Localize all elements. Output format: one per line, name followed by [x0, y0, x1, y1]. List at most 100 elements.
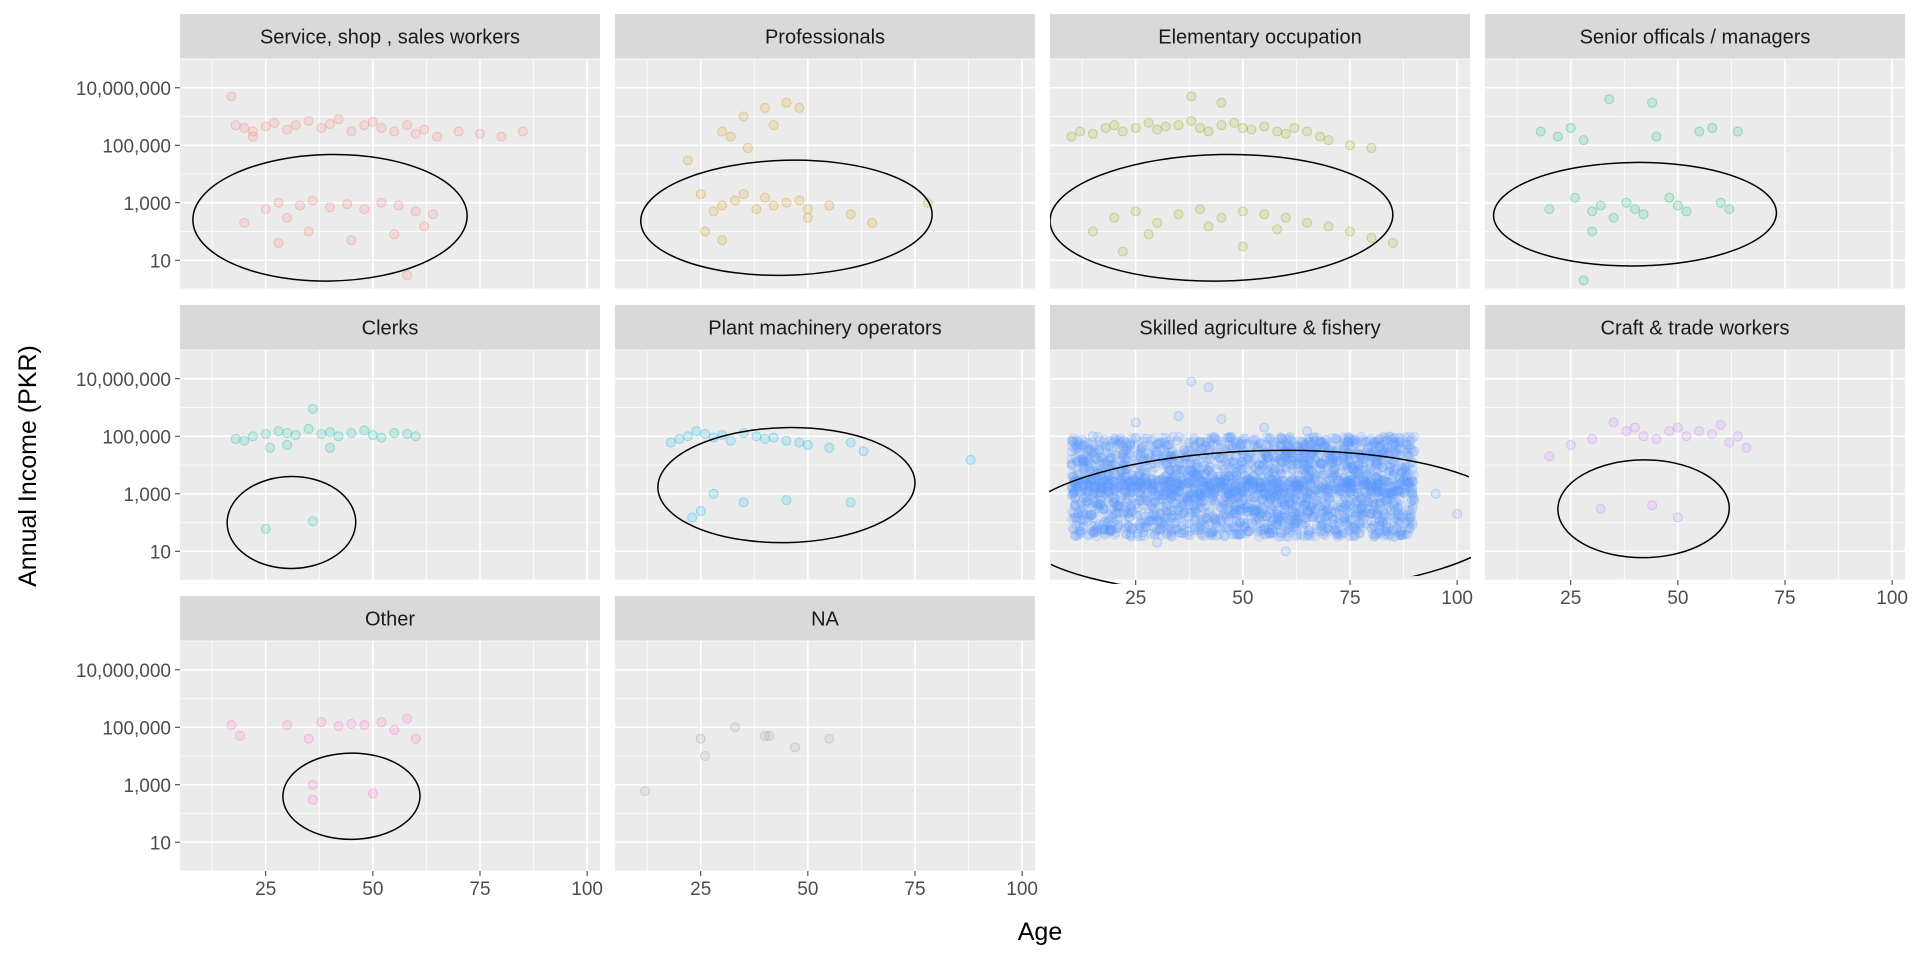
data-point [1132, 481, 1143, 492]
data-point [1096, 482, 1107, 493]
facet-strip [1050, 14, 1470, 59]
data-point [1136, 476, 1147, 487]
data-point [1165, 476, 1176, 487]
data-point [1268, 475, 1279, 486]
data-point [1286, 464, 1297, 475]
data-point [1283, 438, 1294, 449]
data-point [1143, 117, 1154, 128]
data-point [1382, 523, 1393, 534]
data-point [1177, 467, 1188, 478]
data-point [1228, 471, 1239, 482]
data-point [1354, 468, 1365, 479]
data-point [1173, 120, 1184, 131]
gridlines [1485, 58, 1905, 290]
data-point [1237, 464, 1248, 475]
data-point [1395, 433, 1406, 444]
data-point [1166, 525, 1177, 536]
data-point [1124, 448, 1135, 459]
data-point [1207, 530, 1218, 541]
data-point [1259, 121, 1270, 132]
data-point [1280, 500, 1291, 511]
confidence-ellipse [1049, 153, 1394, 282]
data-point [1265, 480, 1276, 491]
data-point [1166, 484, 1177, 495]
data-point [1100, 440, 1111, 451]
gridlines [1050, 58, 1470, 290]
data-point [700, 751, 710, 761]
data-point [1316, 458, 1327, 469]
data-point [1073, 436, 1084, 447]
data-point [1269, 457, 1280, 468]
data-point [1138, 441, 1149, 452]
data-point [1367, 482, 1378, 493]
data-point [260, 523, 271, 534]
data-point [1323, 523, 1334, 534]
data-point [1345, 140, 1355, 151]
data-point [738, 189, 749, 200]
data-point [1578, 135, 1589, 146]
data-point [1299, 441, 1310, 452]
data-point [1121, 529, 1132, 540]
data-point [1207, 432, 1218, 443]
data-point [730, 722, 740, 733]
data-point [1245, 459, 1256, 470]
data-point [1268, 444, 1279, 455]
data-point [1385, 431, 1396, 442]
data-point [802, 212, 813, 223]
data-point [1088, 492, 1099, 503]
data-point [1235, 438, 1246, 449]
y-tick-label: 100,000 [102, 718, 171, 739]
data-point [1389, 432, 1400, 443]
facet-panel: Service, shop , sales workers 10 1,000 100,… [76, 14, 600, 290]
data-point [1296, 511, 1307, 522]
data-point [1343, 432, 1354, 443]
data-point [1204, 441, 1215, 452]
data-point [1189, 432, 1200, 443]
data-point [1397, 463, 1408, 474]
data-point [1320, 483, 1331, 494]
data-point [1066, 435, 1077, 446]
gridlines [180, 58, 600, 290]
data-point [1375, 433, 1386, 444]
data-point [1319, 440, 1330, 451]
data-point [1383, 466, 1394, 477]
data-point [1170, 473, 1181, 484]
data-point [1348, 464, 1359, 475]
facet-strip-label: Other [365, 609, 415, 631]
data-point [1183, 437, 1194, 448]
data-point [1565, 439, 1576, 450]
data-point [1384, 488, 1395, 499]
data-point [1230, 485, 1241, 496]
data-point [1301, 452, 1312, 463]
data-points [682, 97, 933, 246]
data-point [1077, 460, 1088, 471]
data-point [1315, 464, 1326, 475]
data-point [1270, 471, 1281, 482]
data-point [1302, 126, 1313, 137]
data-point [1681, 206, 1692, 217]
data-point [1391, 479, 1402, 490]
x-axis-title: Age [1018, 918, 1062, 946]
data-point [1202, 464, 1213, 475]
data-point [1352, 438, 1363, 449]
data-points [230, 403, 421, 534]
data-point [1173, 411, 1184, 422]
data-point [1638, 209, 1649, 220]
data-point [1608, 212, 1619, 223]
data-point [1280, 446, 1291, 457]
data-point [235, 730, 245, 741]
data-point [1160, 471, 1171, 482]
data-point [1153, 438, 1164, 449]
data-point [1067, 459, 1078, 470]
data-point [1108, 477, 1119, 488]
data-point [517, 126, 528, 137]
data-point [333, 721, 344, 732]
data-point [1237, 206, 1248, 217]
data-point [1328, 464, 1339, 475]
data-point [1126, 483, 1137, 494]
data-point [1224, 466, 1235, 477]
data-point [1327, 472, 1338, 483]
data-point [1204, 436, 1215, 447]
data-point [1128, 486, 1139, 497]
data-point [1273, 434, 1284, 445]
